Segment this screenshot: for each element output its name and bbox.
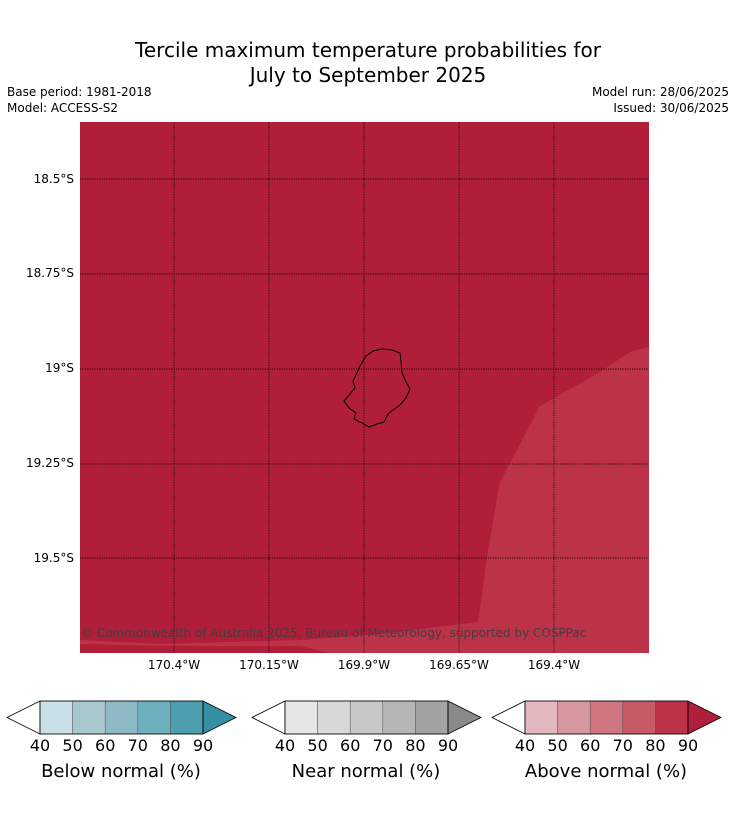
lon-label: 169.65°W	[429, 658, 489, 672]
colorbar-segment	[557, 700, 591, 735]
colorbar-label-below: Below normal (%)	[41, 761, 201, 782]
lat-label: 19°S	[45, 361, 74, 375]
colorbar-segment	[137, 700, 171, 735]
colorbar-tick: 70	[372, 736, 393, 755]
colorbars	[6, 700, 722, 735]
colorbar-label-above: Above normal (%)	[524, 761, 688, 782]
lon-label: 170.4°W	[147, 658, 201, 672]
colorbar-tick: 70	[612, 736, 633, 755]
colorbar-frame	[524, 700, 689, 735]
colorbar-tick: 50	[547, 736, 568, 755]
graticule	[80, 122, 649, 653]
colorbar-tick: 40	[274, 736, 296, 755]
lat-label: 18.5°S	[33, 172, 74, 186]
title-line-2: July to September 2025	[249, 63, 487, 87]
colorbar-segment	[284, 700, 318, 735]
copyright-notice: © Commonwealth of Australia 2025, Bureau…	[81, 626, 587, 640]
lon-label: 169.4°W	[527, 658, 581, 672]
model-name: Model: ACCESS-S2	[7, 101, 119, 115]
colorbar-frame	[39, 700, 204, 735]
colorbar-tick: 90	[677, 736, 699, 755]
chart-title: Tercile maximum temperature probabilitie…	[0, 38, 736, 88]
lat-label: 18.75°S	[26, 266, 74, 280]
colorbar-tick: 50	[307, 736, 328, 755]
colorbar-tick: 80	[160, 736, 181, 755]
colorbar-segment	[415, 700, 449, 735]
colorbar-segment	[72, 700, 106, 735]
colorbar-segment	[524, 700, 558, 735]
colorbar-segment	[39, 700, 73, 735]
niue-coastline	[343, 348, 411, 428]
colorbar-segment	[382, 700, 416, 735]
colorbar-under-arrow	[251, 700, 286, 735]
lon-label: 170.15°W	[239, 658, 299, 672]
colorbar-above-normal	[491, 700, 722, 735]
bottom-shaded-band	[80, 622, 478, 653]
colorbar-segment	[655, 700, 689, 735]
colorbar-segment	[589, 700, 624, 735]
lighter-probability-region	[478, 347, 649, 653]
colorbar-tick: 60	[95, 736, 116, 755]
colorbar-near-normal	[251, 700, 482, 735]
colorbar-tick: 40	[514, 736, 536, 755]
colorbar-tick: 60	[580, 736, 601, 755]
colorbar-segment	[622, 700, 656, 735]
title-line-1: Tercile maximum temperature probabilitie…	[135, 38, 601, 62]
colorbar-tick: 70	[127, 736, 148, 755]
colorbar-tick: 90	[192, 736, 214, 755]
colorbar-segment	[104, 700, 139, 735]
meta-right: Model run: 28/06/2025 Issued: 30/06/2025	[592, 84, 729, 116]
colorbar-tick: 80	[645, 736, 666, 755]
meta-left: Base period: 1981-2018 Model: ACCESS-S2	[7, 84, 152, 116]
lon-label: 169.9°W	[337, 658, 391, 672]
colorbar-tick: 50	[62, 736, 83, 755]
colorbar-segment	[170, 700, 204, 735]
model-run: Model run: 28/06/2025	[591, 85, 729, 99]
colorbar-tick: 80	[405, 736, 426, 755]
colorbar-tick: 90	[437, 736, 459, 755]
colorbar-tick: 40	[29, 736, 51, 755]
base-period: Base period: 1981-2018	[7, 85, 152, 99]
colorbar-segment	[317, 700, 351, 735]
colorbar-over-arrow	[447, 700, 482, 735]
colorbar-frame	[284, 700, 449, 735]
lat-label: 19.25°S	[26, 456, 74, 470]
colorbar-below-normal	[6, 700, 237, 735]
lat-label: 19.5°S	[33, 551, 74, 565]
colorbar-under-arrow	[491, 700, 526, 735]
colorbar-label-near: Near normal (%)	[291, 761, 441, 782]
issued-date: Issued: 30/06/2025	[613, 101, 729, 115]
colorbar-over-arrow	[687, 700, 722, 735]
colorbar-segment	[349, 700, 384, 735]
colorbar-under-arrow	[6, 700, 41, 735]
colorbar-tick: 60	[340, 736, 361, 755]
colorbar-over-arrow	[202, 700, 237, 735]
